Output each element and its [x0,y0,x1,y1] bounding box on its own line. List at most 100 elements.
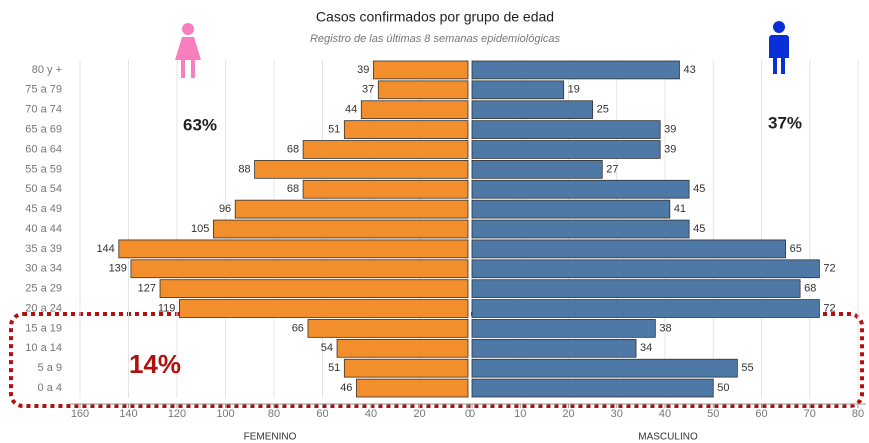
value-label: 44 [345,104,357,116]
bar [471,378,714,398]
annotation: 37% [768,113,802,132]
value-label: 45 [693,223,705,235]
value-label: 50 [717,382,729,394]
value-label: 88 [238,163,250,175]
value-label: 34 [640,342,652,354]
bar [471,239,787,259]
bar [118,239,469,259]
bar [471,259,820,279]
x-tick-label: 60 [755,408,767,420]
x-tick-label: 100 [216,408,234,420]
highlight-box [9,312,864,408]
x-tick-label: 160 [71,408,89,420]
y-tick-label: 25 a 29 [25,283,62,295]
value-label: 68 [804,283,816,295]
bar [343,120,469,139]
axis-label: MASCULINO [638,432,698,443]
bar [336,338,469,358]
value-label: 37 [362,84,374,96]
bar [343,358,469,378]
y-tick-label: 45 a 49 [25,203,62,215]
value-label: 65 [790,243,802,255]
axis-label: FEMENINO [244,432,297,443]
bar [471,299,820,318]
male-icon [769,21,789,74]
x-tick-label: 30 [611,408,623,420]
y-tick-label: 5 a 9 [38,362,62,374]
x-tick-label: 60 [316,408,328,420]
value-label: 43 [683,64,695,76]
y-tick-label: 0 a 4 [38,382,62,394]
y-tick-label: 60 a 64 [25,143,62,155]
value-label: 51 [328,123,340,135]
x-tick-label: 80 [852,408,864,420]
bar [471,60,680,80]
bar [471,179,690,199]
bar [254,160,469,179]
value-label: 27 [606,163,618,175]
bar [471,358,738,378]
value-label: 68 [287,183,299,195]
value-label: 54 [321,342,333,354]
bar [302,179,469,199]
y-tick-label: 35 a 39 [25,243,62,255]
bar [471,80,565,100]
value-label: 72 [823,302,835,314]
value-label: 39 [664,143,676,155]
x-tick-label: 20 [413,408,425,420]
x-tick-label: 10 [514,408,526,420]
y-tick-label: 30 a 34 [25,263,62,275]
bar [360,100,469,120]
bar [471,338,637,358]
annotation: 63% [183,115,217,134]
value-label: 96 [219,203,231,215]
x-tick-label: 40 [659,408,671,420]
y-tick-label: 10 a 14 [25,342,62,354]
bar [130,259,469,279]
x-tick-label: 70 [804,408,816,420]
value-label: 51 [328,362,340,374]
x-tick-label: 20 [562,408,574,420]
bar [159,279,469,298]
value-label: 105 [191,223,209,235]
y-tick-label: 55 a 59 [25,163,62,175]
value-label: 139 [109,263,127,275]
y-tick-label: 65 a 69 [25,123,62,135]
x-tick-label: 0 [465,408,471,420]
value-label: 45 [693,183,705,195]
value-label: 72 [823,263,835,275]
x-tick-label: 120 [168,408,186,420]
bar [377,80,469,100]
bar [307,319,469,338]
value-label: 39 [357,64,369,76]
x-tick-label: 40 [365,408,377,420]
value-label: 55 [741,362,753,374]
bar [373,60,469,80]
bar [471,319,656,338]
bar [471,120,661,139]
y-tick-label: 40 a 44 [25,223,62,235]
y-tick-label: 75 a 79 [25,84,62,96]
x-tick-label: 140 [119,408,137,420]
y-tick-label: 50 a 54 [25,183,62,195]
value-label: 41 [674,203,686,215]
value-label: 25 [597,104,609,116]
female-icon [175,23,201,78]
y-tick-label: 70 a 74 [25,104,62,116]
value-label: 144 [96,243,114,255]
value-label: 39 [664,123,676,135]
bar [179,299,469,318]
bar [471,160,603,179]
bar [356,378,469,398]
value-label: 46 [340,382,352,394]
value-label: 119 [158,302,176,314]
bar [471,140,661,159]
chart-subtitle: Registro de las últimas 8 semanas epidem… [310,33,561,45]
value-label: 19 [568,84,580,96]
y-tick-label: 20 a 24 [25,302,62,314]
value-label: 127 [138,283,156,295]
x-tick-label: 50 [707,408,719,420]
x-tick-label: 80 [268,408,280,420]
bar [471,219,690,239]
